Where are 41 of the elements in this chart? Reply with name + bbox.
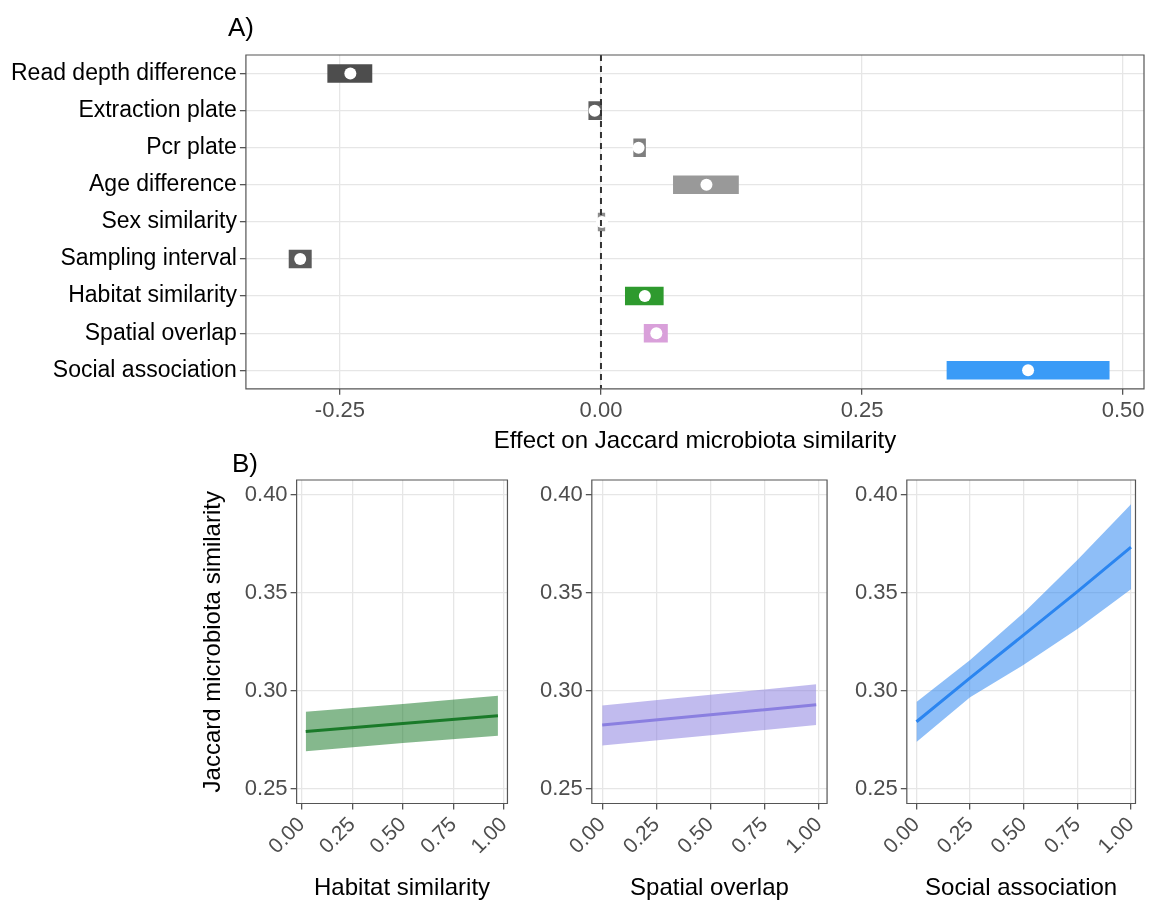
y-tick-label: Sampling interval — [60, 244, 237, 271]
x-axis-title: Social association — [925, 873, 1118, 901]
x-tick-label: 0.00 — [878, 812, 924, 858]
chart-title: A) — [228, 12, 254, 43]
y-tick-label: Read depth difference — [10, 58, 237, 85]
x-tick-label: 0.00 — [579, 397, 623, 423]
bar — [673, 175, 739, 195]
x-tick-label: 0.50 — [672, 812, 718, 858]
y-tick-label: Habitat similarity — [68, 281, 238, 308]
y-tick-label: 0.30 — [244, 676, 288, 702]
chart-title: B) — [232, 448, 258, 479]
y-tick-label: 0.25 — [539, 774, 583, 800]
x-tick-label: 0.50 — [985, 812, 1031, 858]
x-tick-label: 0.00 — [263, 812, 309, 858]
y-tick-label: 0.30 — [854, 676, 898, 702]
y-tick-label: Age difference — [89, 170, 237, 197]
y-tick-label: Extraction plate — [78, 95, 237, 122]
y-axis-title: Jaccard microbiota similarity — [198, 491, 226, 793]
y-tick-label: 0.35 — [539, 578, 583, 604]
y-tick-label: 0.40 — [244, 480, 288, 506]
y-tick-label: Spatial overlap — [84, 318, 237, 345]
y-tick-label: 0.25 — [244, 774, 288, 800]
y-tick-label: 0.30 — [539, 676, 583, 702]
y-tick-label: 0.35 — [244, 578, 288, 604]
point — [1022, 364, 1035, 377]
bar — [946, 360, 1110, 380]
x-tick-label: 0.00 — [563, 812, 610, 858]
x-axis-title: Effect on Jaccard microbiota similarity — [493, 426, 897, 454]
y-tick-label: 0.40 — [854, 480, 898, 506]
y-tick-label: 0.25 — [854, 774, 898, 800]
y-tick-label: 0.35 — [854, 578, 898, 604]
x-tick-label: 0.50 — [1101, 397, 1145, 423]
y-tick-label: Sex similarity — [101, 207, 238, 234]
x-tick-label: 0.50 — [364, 812, 410, 858]
y-tick-label: Pcr plate — [146, 133, 237, 160]
point — [700, 178, 713, 191]
x-axis-title: Habitat similarity — [314, 873, 491, 901]
y-tick-label: 0.40 — [539, 480, 583, 506]
x-axis-title: Spatial overlap — [630, 873, 789, 901]
x-tick-label: -0.25 — [314, 397, 365, 423]
y-tick-label: Social association — [52, 355, 237, 382]
